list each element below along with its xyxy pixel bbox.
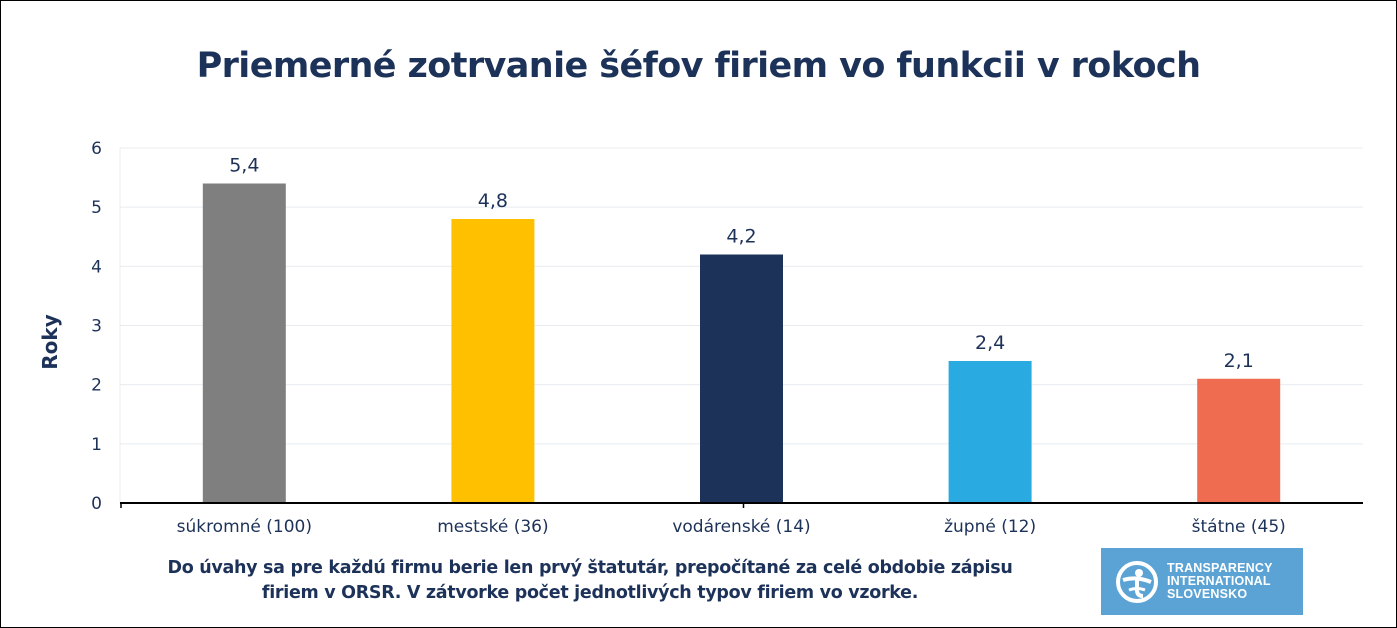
data-label: 4,2 (726, 226, 756, 248)
footnote: Do úvahy sa pre každú firmu berie len pr… (100, 556, 1080, 606)
bar (202, 183, 286, 503)
y-tick-label: 1 (91, 435, 102, 455)
y-tick-label: 6 (91, 139, 102, 159)
y-tick-label: 0 (91, 494, 102, 514)
bar (1197, 378, 1281, 503)
gridlines (119, 147, 1363, 503)
logo-line-2: INTERNATIONAL (1167, 574, 1271, 588)
y-tick-label: 3 (91, 317, 102, 337)
bar (948, 361, 1032, 503)
y-tick-label: 4 (91, 257, 102, 277)
category-label: štátne (45) (1192, 517, 1286, 537)
chart-title: Priemerné zotrvanie šéfov firiem vo funk… (196, 46, 1201, 86)
transparency-international-globe-icon (1116, 560, 1158, 603)
data-label: 5,4 (229, 155, 259, 177)
category-label: vodárenské (14) (672, 517, 810, 537)
category-label: súkromné (100) (177, 517, 312, 537)
transparency-international-logo: TRANSPARENCY INTERNATIONAL SLOVENSKO (1101, 548, 1303, 615)
data-label: 2,1 (1224, 350, 1254, 372)
category-labels: súkromné (100) mestské (36) vodárenské (14… (177, 517, 1286, 537)
data-labels: 5,4 4,8 4,2 2,4 2,1 (229, 155, 1254, 372)
bar (451, 219, 535, 503)
data-label: 2,4 (975, 332, 1005, 354)
logo-text: TRANSPARENCY INTERNATIONAL SLOVENSKO (1167, 562, 1273, 601)
y-tick-label: 5 (91, 198, 102, 218)
x-axis (120, 502, 1363, 508)
bars (202, 183, 1281, 503)
data-label: 4,8 (478, 190, 508, 212)
footnote-line-1: Do úvahy sa pre každú firmu berie len pr… (167, 558, 1013, 578)
logo-line-1: TRANSPARENCY (1167, 561, 1273, 575)
footnote-line-2: firiem v ORSR. V zátvorke počet jednotli… (261, 583, 919, 603)
category-label: župné (12) (944, 517, 1036, 537)
y-axis-ticks: 0 1 2 3 4 5 6 (91, 139, 102, 514)
logo-line-3: SLOVENSKO (1167, 587, 1248, 601)
y-tick-label: 2 (91, 376, 102, 396)
category-label: mestské (36) (437, 517, 548, 537)
bar (700, 254, 783, 503)
